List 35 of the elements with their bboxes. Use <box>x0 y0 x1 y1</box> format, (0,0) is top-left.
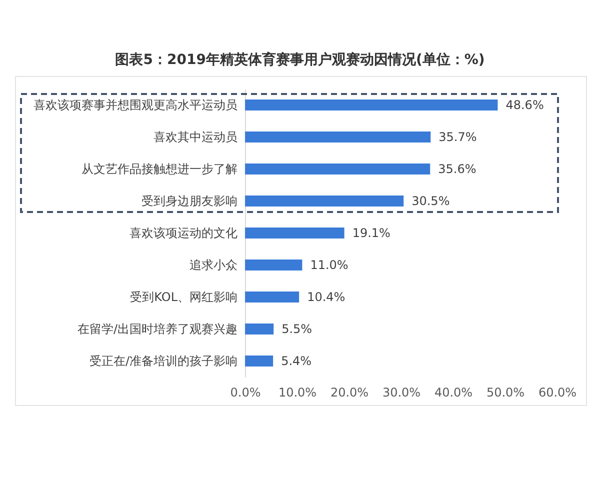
y-tick-label: 喜欢该项赛事并想围观更高水平运动员 <box>34 98 238 112</box>
y-tick-label: 喜欢其中运动员 <box>154 130 238 144</box>
y-tick-label: 喜欢该项运动的文化 <box>130 226 238 240</box>
x-tick-label: 20.0% <box>330 386 369 400</box>
x-tick-label: 50.0% <box>486 386 525 400</box>
x-tick-label: 10.0% <box>278 386 317 400</box>
y-tick-label: 受到KOL、网红影响 <box>130 290 238 304</box>
y-tick-label: 在留学/出国时培养了观赛兴趣 <box>77 322 238 336</box>
bar <box>245 100 498 110</box>
data-label: 10.4% <box>307 290 346 304</box>
y-tick-label: 受正在/准备培训的孩子影响 <box>89 354 238 368</box>
x-tick-label: 60.0% <box>538 386 577 400</box>
data-label: 35.6% <box>438 162 476 176</box>
bar <box>245 164 430 174</box>
x-tick-label: 30.0% <box>382 386 421 400</box>
y-tick-label: 从文艺作品接触想进一步了解 <box>82 162 238 176</box>
bar <box>245 196 404 206</box>
y-tick-label: 受到身边朋友影响 <box>142 194 238 208</box>
data-label: 48.6% <box>506 98 544 112</box>
y-tick-label: 追求小众 <box>190 258 238 272</box>
chart-title: 图表5：2019年精英体育赛事用户观赛动因情况(单位：%) <box>115 51 485 68</box>
data-label: 30.5% <box>412 194 450 208</box>
bar <box>245 260 302 270</box>
data-label: 11.0% <box>310 258 348 272</box>
data-label: 5.4% <box>281 354 312 368</box>
x-tick-label: 40.0% <box>434 386 473 400</box>
bar <box>245 132 431 142</box>
data-label: 5.5% <box>282 322 312 336</box>
bar <box>245 228 344 238</box>
x-tick-label: 0.0% <box>230 386 261 400</box>
bar <box>245 324 274 334</box>
bar <box>245 356 274 366</box>
data-label: 19.1% <box>352 226 390 240</box>
bar <box>245 292 300 302</box>
data-label: 35.7% <box>438 130 477 144</box>
